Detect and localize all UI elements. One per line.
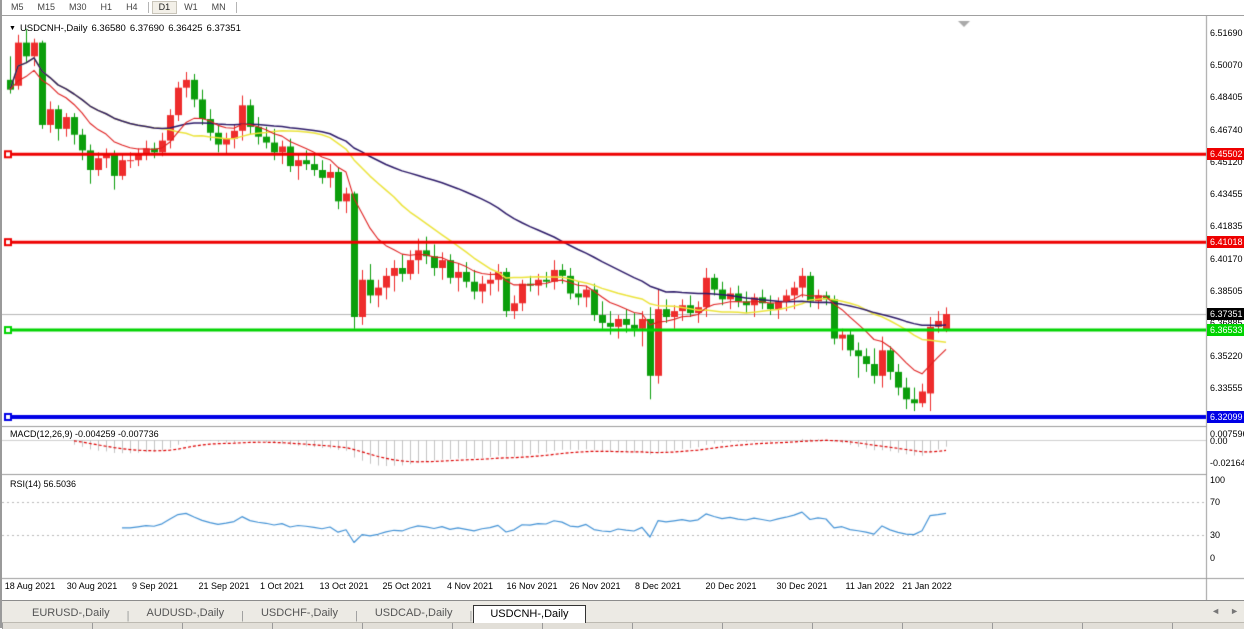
price-axis-label: 6.38505 bbox=[1210, 286, 1243, 297]
date-axis-label: 11 Jan 2022 bbox=[845, 581, 895, 591]
symbol-tab-eurusd[interactable]: EURUSD-,Daily bbox=[32, 607, 110, 619]
macd-axis-label: 0.007596 bbox=[1210, 429, 1244, 439]
macd-axis-label: -0.02164 bbox=[1210, 458, 1244, 468]
timeframe-button-h4[interactable]: H4 bbox=[126, 2, 138, 12]
rsi-indicator-label: RSI(14) 56.5036 bbox=[10, 479, 77, 489]
current-price-badge: 6.37351 bbox=[1207, 308, 1244, 321]
price-axis-label: 6.48405 bbox=[1210, 92, 1243, 103]
macd-indicator-label: MACD(12,26,9) -0.004259 -0.007736 bbox=[10, 429, 159, 439]
price-axis-label: 6.40170 bbox=[1210, 253, 1243, 264]
timeframe-button-m5[interactable]: M5 bbox=[11, 2, 24, 12]
tab-separator: | bbox=[354, 610, 358, 622]
ohlc-close-value: 6.37351 bbox=[206, 23, 241, 34]
tab-strip bbox=[2, 622, 1244, 629]
date-axis-label: 26 Nov 2021 bbox=[569, 581, 621, 591]
rsi-axis-label: 100 bbox=[1210, 475, 1226, 485]
price-axis-label: 6.36885 bbox=[1210, 318, 1243, 328]
timeframe-button-m15[interactable]: M15 bbox=[37, 2, 56, 12]
ohlc-low-value: 6.36425 bbox=[168, 23, 203, 34]
date-axis-label: 20 Dec 2021 bbox=[705, 581, 757, 591]
date-axis-label: 1 Oct 2021 bbox=[259, 581, 305, 591]
price-axis-label: 6.46740 bbox=[1210, 125, 1243, 136]
symbol-tab-usdcad[interactable]: USDCAD-,Daily bbox=[374, 607, 453, 619]
ohlc-open-value: 6.36580 bbox=[91, 23, 126, 34]
macd-axis-label: 0.00 bbox=[1210, 436, 1228, 446]
toolbar-separator bbox=[147, 2, 149, 13]
ohlc-high-value: 6.37690 bbox=[129, 23, 165, 34]
price-axis-label: 6.35220 bbox=[1210, 350, 1243, 361]
tab-scroll-left-icon[interactable]: ◄ bbox=[1211, 606, 1221, 616]
date-axis-label: 21 Jan 2022 bbox=[902, 581, 952, 591]
hline-price-badge: 6.45502 bbox=[1207, 148, 1244, 161]
date-axis-label: 8 Dec 2021 bbox=[634, 581, 682, 591]
tab-scroll-arrows: ◄ ► bbox=[1211, 606, 1239, 616]
price-chart-canvas[interactable] bbox=[2, 16, 1244, 600]
symbol-tab-bar: EURUSD-,Daily | AUDUSD-,Daily | USDCHF-,Dail… bbox=[2, 600, 1244, 629]
timeframe-button-d1[interactable]: D1 bbox=[151, 1, 178, 14]
rsi-axis-label: 30 bbox=[1210, 530, 1221, 540]
chart-symbol-label: USDCNH-,Daily bbox=[19, 23, 88, 34]
price-axis-label: 6.45120 bbox=[1210, 156, 1243, 167]
date-axis-label: 25 Oct 2021 bbox=[382, 581, 432, 591]
timeframe-button-h1[interactable]: H1 bbox=[100, 2, 113, 12]
price-axis-label: 6.50070 bbox=[1210, 59, 1243, 70]
symbol-tab-usdchf[interactable]: USDCHF-,Daily bbox=[260, 607, 338, 619]
timeframe-button-w1[interactable]: W1 bbox=[184, 2, 198, 12]
date-axis-label: 4 Nov 2021 bbox=[446, 581, 494, 591]
toolbar-separator bbox=[235, 2, 237, 13]
tab-separator: | bbox=[241, 610, 244, 622]
date-axis-label: 16 Nov 2021 bbox=[506, 581, 558, 591]
symbol-tab-audusd[interactable]: AUDUSD-,Daily bbox=[146, 607, 225, 619]
tab-separator: | bbox=[126, 610, 130, 622]
date-axis-label: 9 Sep 2021 bbox=[131, 581, 179, 591]
price-axis-label: 6.51690 bbox=[1210, 28, 1243, 38]
price-axis-label: 6.43455 bbox=[1210, 189, 1243, 200]
date-axis-label: 13 Oct 2021 bbox=[319, 581, 369, 591]
rsi-axis-label: 0 bbox=[1210, 553, 1216, 563]
hline-price-badge: 6.32099 bbox=[1207, 410, 1244, 423]
hline-price-badge: 6.36533 bbox=[1207, 324, 1244, 337]
date-axis-label: 30 Dec 2021 bbox=[776, 581, 828, 591]
timeframe-button-mn[interactable]: MN bbox=[211, 2, 226, 12]
date-axis-label: 18 Aug 2021 bbox=[4, 581, 56, 591]
hline-price-badge: 6.41018 bbox=[1207, 236, 1244, 249]
chart-title: ▼ USDCNH-,Daily 6.36580 6.37690 6.36425 … bbox=[9, 23, 245, 34]
timeframe-button-m30[interactable]: M30 bbox=[69, 2, 87, 12]
date-axis-label: 30 Aug 2021 bbox=[66, 581, 118, 591]
tab-separator: | bbox=[469, 610, 473, 622]
date-axis-label: 21 Sep 2021 bbox=[198, 581, 250, 591]
tab-scroll-right-icon[interactable]: ► bbox=[1230, 606, 1239, 616]
symbol-dropdown-icon[interactable]: ▼ bbox=[9, 25, 16, 32]
price-axis-label: 6.33555 bbox=[1210, 383, 1243, 394]
rsi-axis-label: 70 bbox=[1210, 497, 1221, 507]
timeframe-toolbar: M5 M15 M30 H1 H4 D1 W1 MN bbox=[2, 0, 1244, 16]
symbol-tab-usdcnh[interactable]: USDCNH-,Daily bbox=[473, 605, 586, 623]
price-axis-label: 6.41835 bbox=[1210, 221, 1243, 232]
